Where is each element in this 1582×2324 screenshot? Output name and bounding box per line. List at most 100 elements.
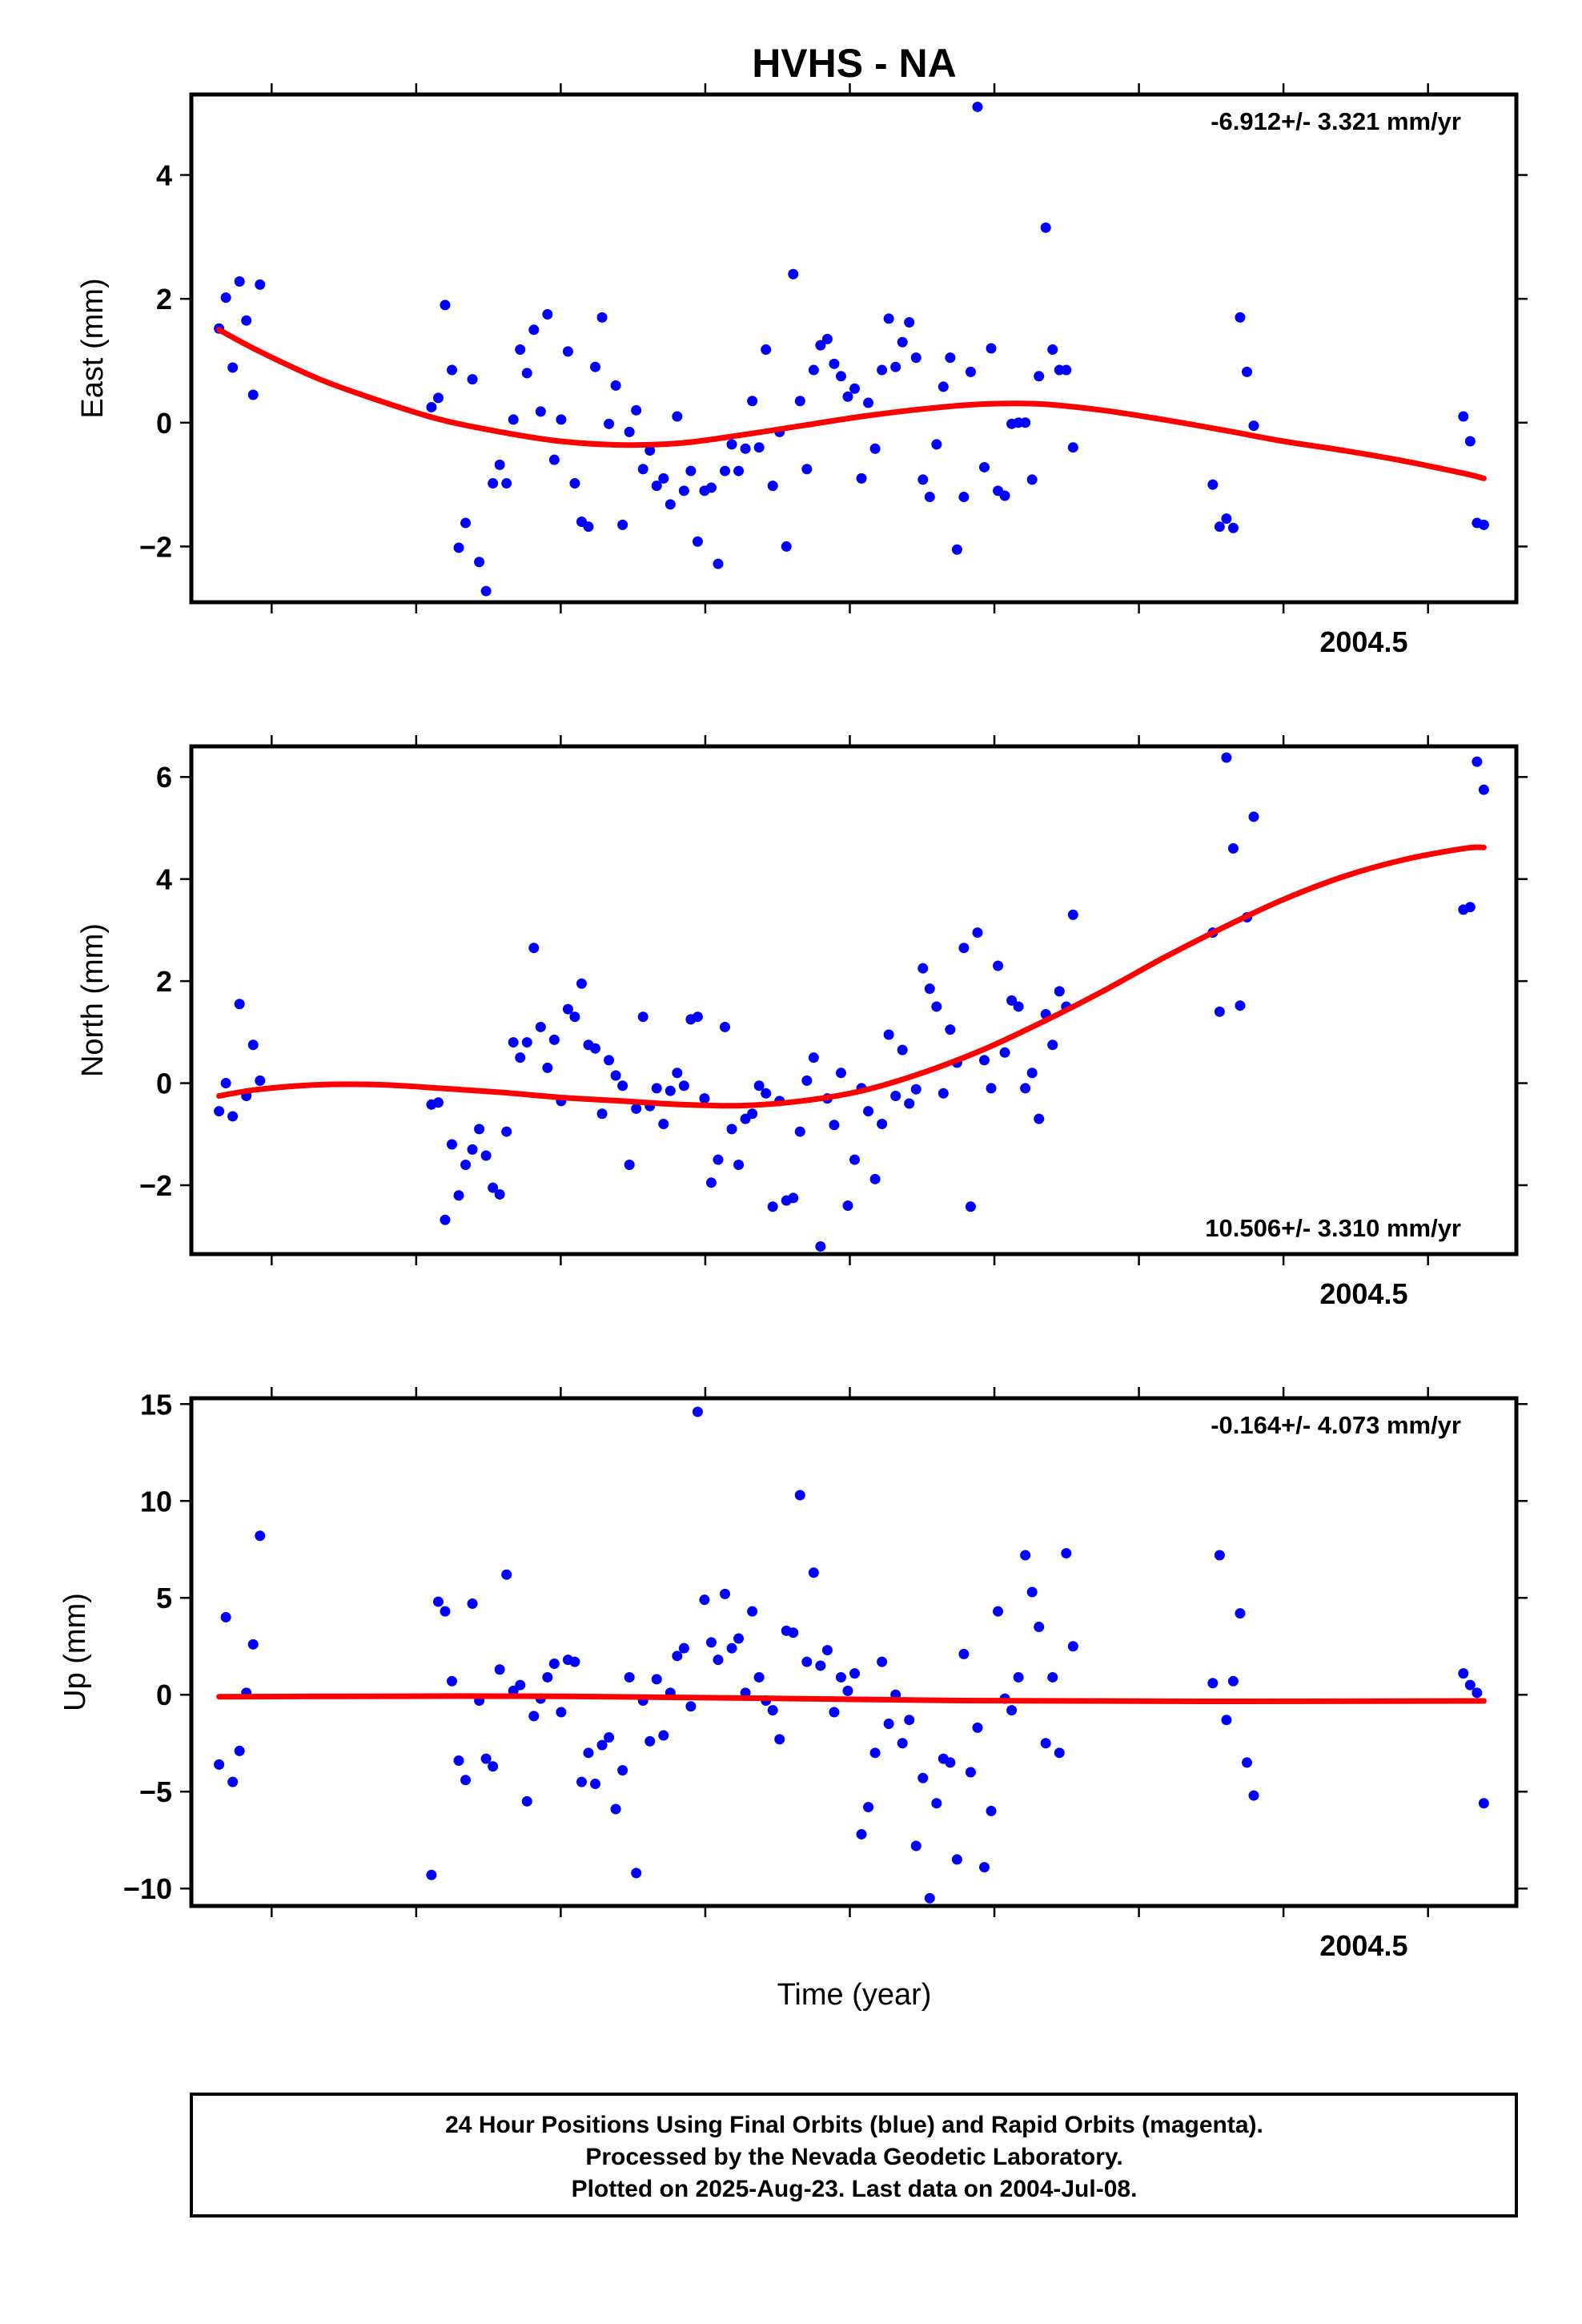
up-data-point [542, 1671, 553, 1683]
north-data-point [460, 1159, 472, 1170]
east-data-point [227, 362, 239, 373]
north-data-point [869, 1173, 881, 1184]
up-data-point [227, 1776, 239, 1787]
north-data-point [658, 1119, 669, 1130]
east-data-point [726, 439, 737, 450]
east-data-point [1227, 522, 1239, 533]
up-data-point [986, 1805, 997, 1816]
up-data-point [617, 1765, 628, 1776]
east-data-point [951, 544, 962, 555]
north-data-point [1464, 902, 1476, 913]
up-data-point [856, 1828, 867, 1839]
north-data-point [562, 1003, 573, 1015]
east-data-point [432, 392, 444, 404]
east-data-point [1458, 411, 1469, 422]
east-data-point [467, 374, 478, 385]
east-data-point [637, 464, 648, 475]
north-data-point [1248, 811, 1259, 822]
east-data-point [869, 443, 881, 454]
up-data-point [672, 1651, 683, 1662]
up-data-point [931, 1798, 942, 1809]
north-data-point [528, 943, 540, 954]
east-x-tick-label: 2004.5 [1319, 625, 1407, 658]
north-data-point [1006, 995, 1018, 1006]
caption-line-3: Plotted on 2025-Aug-23. Last data on 200… [572, 2176, 1138, 2202]
up-data-point [610, 1803, 621, 1815]
up-data-point [993, 1606, 1004, 1617]
up-data-point [767, 1705, 778, 1716]
up-data-point [440, 1606, 451, 1617]
east-data-point [883, 313, 894, 324]
up-data-point [849, 1668, 861, 1679]
east-data-point [1464, 436, 1476, 447]
north-data-point [829, 1120, 840, 1131]
north-data-point [897, 1044, 908, 1055]
east-data-point [631, 404, 642, 416]
east-data-point [747, 396, 758, 407]
up-data-point [720, 1588, 731, 1599]
east-data-point [999, 490, 1010, 501]
east-data-point [665, 499, 676, 510]
north-data-point [801, 1075, 813, 1086]
north-data-point [590, 1043, 601, 1054]
up-panel: −10 −5 0 5 10 15 2004.5 Up (mm) -0.164+/- 4.073 … [58, 1387, 1528, 1962]
east-data-point [255, 279, 266, 290]
east-data-point [767, 480, 778, 492]
up-data-point [488, 1761, 499, 1772]
up-y-tick-label: 5 [156, 1582, 172, 1614]
east-data-point [1040, 222, 1051, 233]
chart-title: HVHS - NA [752, 41, 957, 86]
north-plot-frame [189, 744, 1519, 1256]
east-data-point [247, 389, 259, 400]
east-data-point [794, 396, 805, 407]
up-data-point [685, 1701, 697, 1712]
north-data-point [849, 1154, 861, 1165]
east-data-point [1241, 366, 1252, 377]
up-data-point [808, 1567, 819, 1578]
up-data-point [1020, 1550, 1031, 1561]
east-data-point [808, 364, 819, 376]
east-data-point [1248, 420, 1259, 432]
up-data-point [951, 1854, 962, 1865]
east-data-point [788, 268, 799, 279]
north-data-point [542, 1062, 553, 1073]
north-data-point [986, 1083, 997, 1094]
up-data-point [821, 1645, 833, 1656]
north-data-point [788, 1192, 799, 1204]
north-data-point [596, 1108, 608, 1120]
east-data-point [801, 464, 813, 475]
north-data-point [501, 1126, 512, 1137]
up-data-point [1478, 1798, 1489, 1809]
up-data-point [1006, 1705, 1018, 1716]
east-data-point [910, 352, 921, 364]
north-data-point [692, 1011, 703, 1023]
up-data-point [467, 1598, 478, 1610]
east-data-point [904, 317, 915, 328]
north-data-point [958, 943, 970, 954]
north-data-point [1227, 842, 1239, 854]
north-y-tick-label: 6 [156, 761, 172, 794]
east-data-point [672, 411, 683, 422]
north-y-tick-label: 4 [156, 863, 172, 896]
up-data-point [699, 1594, 710, 1606]
east-data-point [1221, 513, 1232, 525]
x-axis-label: Time (year) [777, 1978, 932, 2012]
east-data-point [890, 361, 901, 372]
east-data-point [835, 371, 846, 382]
east-data-point [1067, 442, 1078, 453]
up-data-point [528, 1711, 540, 1722]
east-data-point [556, 414, 567, 425]
north-data-point [720, 1021, 731, 1032]
east-data-point [897, 336, 908, 348]
north-data-point [1067, 909, 1078, 920]
up-data-point [774, 1734, 785, 1745]
north-data-point [883, 1029, 894, 1040]
east-data-point [1034, 371, 1045, 382]
east-data-point [501, 478, 512, 489]
up-data-point [432, 1596, 444, 1607]
north-data-point [1478, 784, 1489, 795]
north-data-point [835, 1068, 846, 1079]
north-data-point [890, 1090, 901, 1101]
up-rate-label: -0.164+/- 4.073 mm/yr [1211, 1411, 1461, 1439]
east-data-point [986, 343, 997, 354]
